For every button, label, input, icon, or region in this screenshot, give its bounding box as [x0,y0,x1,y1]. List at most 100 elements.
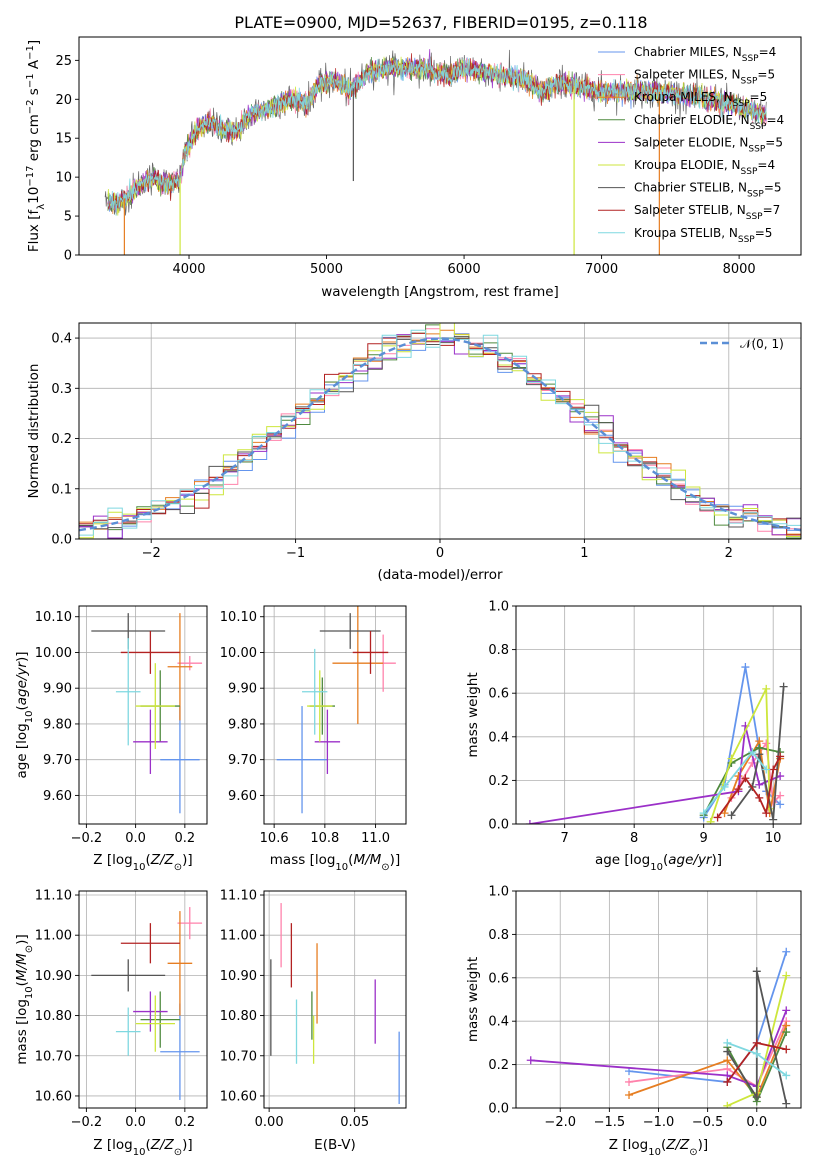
label-part: −1 [25,45,36,60]
y-tick-label: 5 [64,210,72,225]
weight-marker [782,971,791,980]
label-part: ( [145,1137,150,1153]
label-part: s [26,88,42,99]
plot-area [270,903,400,1104]
y-tick-label: 11.10 [35,889,72,904]
y-tick-label: 11.00 [220,929,257,944]
label-part: ⊙ [174,1147,182,1158]
y-tick-label: 10.80 [220,1009,257,1024]
label-part: Kroupa MILES, N [634,90,733,104]
label-part: mass [log [14,999,30,1065]
label-part: erg cm [26,114,42,165]
x-axis-label: (data-model)/error [377,567,503,583]
weight-marker [782,1028,791,1037]
y-axis-label: Normed distribution [26,364,42,499]
y-tick-label: 1.0 [488,600,509,615]
label-part: Z [ [609,1137,628,1153]
y-tick-label: 9.90 [228,682,257,697]
weight-marker [755,750,764,759]
y-tick-label: 11.10 [220,889,257,904]
label-part: −17 [25,166,36,187]
y-tick-label: 0.8 [488,928,509,943]
x-tick-label: 10 [765,831,782,846]
label-part: −1 [25,73,36,88]
weight-series [530,1010,788,1088]
label-part: 10 [650,862,663,873]
weight-series [529,725,781,824]
label-part: SSP [742,54,759,64]
x-tick-label: 2 [725,546,733,561]
x-tick-label: −0.2 [71,1115,103,1130]
label-part: ⊙ [689,1147,697,1158]
y-tick-label: 25 [55,54,72,69]
label-part: 10 [24,711,35,724]
label-part: A [26,59,42,73]
label-part: log [112,852,133,868]
label-part: ( [663,852,668,868]
x-tick-label: 9 [700,831,708,846]
weight-marker [723,1101,732,1108]
label-part: SSP [750,122,767,132]
label-part: SSP [747,190,764,200]
plot-area [91,907,203,1100]
label-part: M/M [353,852,381,868]
weight-marker [734,772,743,781]
weight-marker [625,1090,634,1099]
x-axis-label: Z [log10(Z/Z⊙)] [93,852,192,873]
label-part: )] [182,1137,193,1153]
label-part: SSP [746,212,763,222]
label-part: Kroupa STELIB, N [634,226,738,240]
y-tick-label: 10.60 [220,1089,257,1104]
x-tick-label: −2 [142,546,161,561]
y-tick-label: 0.1 [51,482,72,497]
weight-marker [776,800,785,809]
label-part: =5 [757,68,775,82]
label-part: Z [ [93,1137,112,1153]
label-part: Kroupa ELODIE, N [634,158,741,172]
label-part: Chabrier ELODIE, N [634,113,750,127]
plot-area [104,49,767,255]
weight-marker [752,967,761,976]
y-tick-label: 0.3 [51,382,72,397]
axes-frame [263,605,407,825]
label-part: wavelength [Angstrom, rest frame] [321,284,559,300]
label-part: ] [26,40,42,45]
label-part: Z/Z [150,1137,175,1153]
y-tick-label: 9.60 [43,789,72,804]
label-part: SSP [733,99,750,109]
x-tick-label: 10.8 [310,831,339,846]
label-part: )] [712,852,723,868]
legend-entry: Salpeter ELODIE, NSSP=5 [634,135,783,154]
label-part: age [log [14,723,30,778]
label-part: Chabrier STELIB, N [634,181,747,195]
legend-entry: Kroupa ELODIE, NSSP=4 [634,158,775,177]
label-part: mass weight [465,672,481,757]
label-part: =5 [764,181,782,195]
y-axis-label: mass [log10(M/M⊙)] [14,934,35,1064]
label-part: ( [661,1137,666,1153]
label-part: 10 [133,862,146,873]
legend-entry: Kroupa STELIB, NSSP=5 [634,226,772,245]
weight-marker [720,782,729,791]
label-part: 10 [648,1147,661,1158]
label-part: age/yr [14,661,30,706]
weight-series [702,746,781,816]
weight-marker [752,1093,761,1102]
weight-marker [625,1077,634,1086]
y-tick-label: 0.2 [488,1058,509,1073]
label-part: Salpeter STELIB, N [634,203,746,217]
legend-entry: Salpeter MILES, NSSP=5 [634,68,775,87]
weight-marker [525,820,534,824]
label-part: Z/Z [150,852,175,868]
weight-marker [713,813,722,822]
y-tick-label: 15 [55,132,72,147]
label-part: )] [182,852,193,868]
weight-marker [776,791,785,800]
spectrum-line [107,56,767,216]
label-part: SSP [741,167,758,177]
x-tick-label: 0.0 [125,831,146,846]
legend: 𝒩(0, 1) [700,337,784,351]
y-tick-label: 10.70 [220,1049,257,1064]
x-tick-label: −0.5 [692,1115,724,1130]
normal-curve [79,337,801,532]
